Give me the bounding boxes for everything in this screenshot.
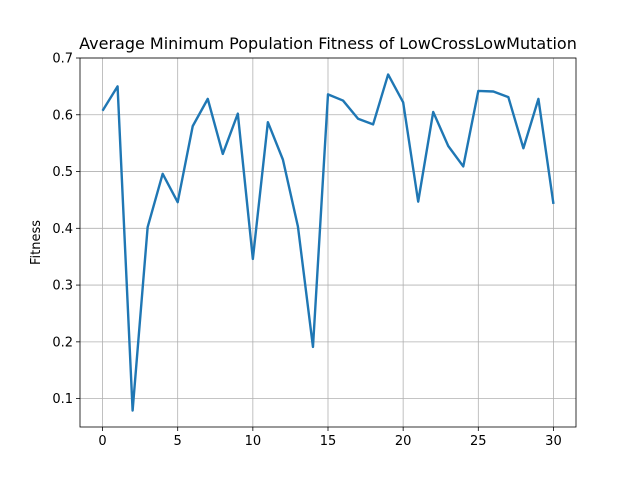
- y-tick-label: 0.2: [52, 335, 73, 350]
- x-tick-label: 20: [395, 434, 412, 449]
- y-tick-label: 0.6: [52, 108, 73, 123]
- y-tick-label: 0.7: [52, 52, 73, 67]
- chart-title: Average Minimum Population Fitness of Lo…: [79, 34, 577, 53]
- series-layer: [101, 73, 555, 412]
- x-tick-label: 0: [98, 434, 106, 449]
- axis-ticks: 0 5 10 15 20 25 30 0.1 0.2 0.3 0.4 0.5 0.6 0.7: [52, 52, 561, 450]
- x-tick-label: 15: [320, 434, 337, 449]
- x-tick-label: 25: [470, 434, 487, 449]
- x-tick-label: 10: [245, 434, 262, 449]
- series-line: [101, 73, 555, 412]
- y-tick-label: 0.5: [52, 165, 73, 180]
- y-axis-label: Fitness: [29, 220, 44, 265]
- x-tick-label: 5: [174, 434, 182, 449]
- y-tick-label: 0.4: [52, 222, 73, 237]
- y-tick-label: 0.1: [52, 392, 73, 407]
- x-tick-label: 30: [545, 434, 562, 449]
- y-tick-label: 0.3: [52, 279, 73, 294]
